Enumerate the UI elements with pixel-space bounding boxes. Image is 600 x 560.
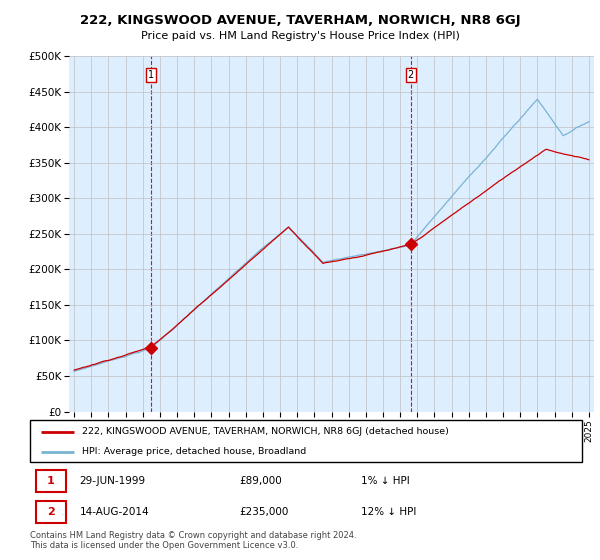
Text: 1% ↓ HPI: 1% ↓ HPI bbox=[361, 476, 410, 486]
Text: 1: 1 bbox=[148, 70, 154, 80]
Text: £89,000: £89,000 bbox=[240, 476, 283, 486]
Text: HPI: Average price, detached house, Broadland: HPI: Average price, detached house, Broa… bbox=[82, 447, 307, 456]
Text: Contains HM Land Registry data © Crown copyright and database right 2024.
This d: Contains HM Land Registry data © Crown c… bbox=[30, 531, 356, 550]
Text: 1: 1 bbox=[47, 476, 55, 486]
Text: 29-JUN-1999: 29-JUN-1999 bbox=[80, 476, 146, 486]
Text: Price paid vs. HM Land Registry's House Price Index (HPI): Price paid vs. HM Land Registry's House … bbox=[140, 31, 460, 41]
Text: 14-AUG-2014: 14-AUG-2014 bbox=[80, 507, 149, 517]
Text: 12% ↓ HPI: 12% ↓ HPI bbox=[361, 507, 416, 517]
Text: 2: 2 bbox=[407, 70, 414, 80]
Text: £235,000: £235,000 bbox=[240, 507, 289, 517]
Text: 222, KINGSWOOD AVENUE, TAVERHAM, NORWICH, NR8 6GJ (detached house): 222, KINGSWOOD AVENUE, TAVERHAM, NORWICH… bbox=[82, 427, 449, 436]
Bar bbox=[35, 501, 66, 523]
Bar bbox=[35, 470, 66, 492]
Text: 2: 2 bbox=[47, 507, 55, 517]
Text: 222, KINGSWOOD AVENUE, TAVERHAM, NORWICH, NR8 6GJ: 222, KINGSWOOD AVENUE, TAVERHAM, NORWICH… bbox=[80, 14, 520, 27]
